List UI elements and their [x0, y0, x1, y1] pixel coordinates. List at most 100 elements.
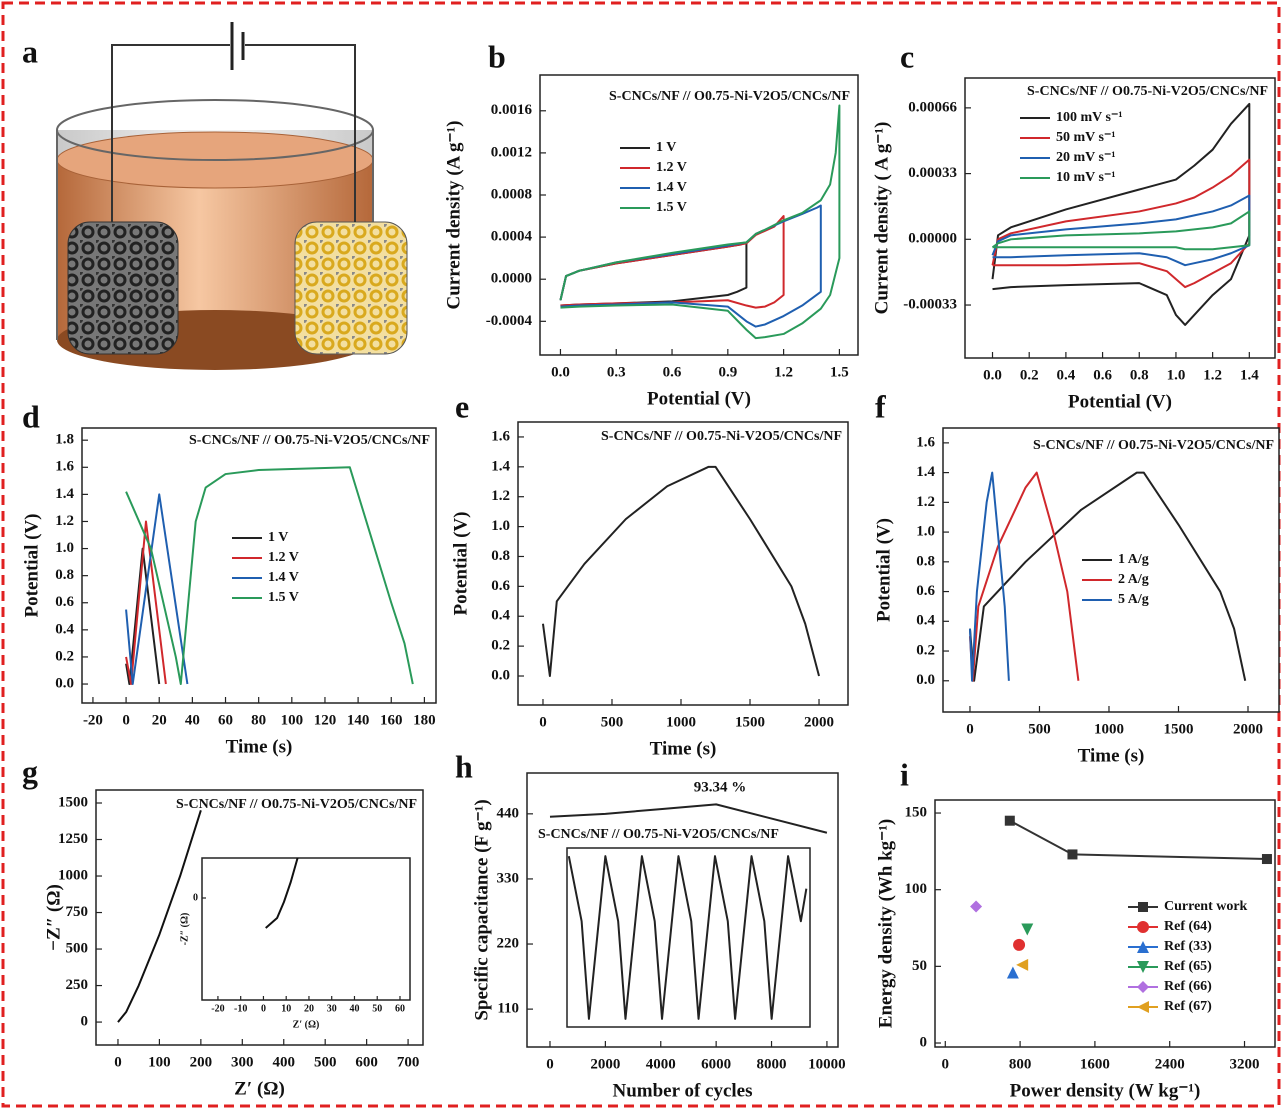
legend-marker	[1138, 902, 1148, 912]
schematic: a	[22, 22, 408, 370]
y-tick-label: 1.6	[491, 428, 510, 444]
x-tick-label: -10	[234, 1003, 247, 1014]
x-tick-label: 1.4	[1240, 367, 1259, 383]
x-tick-label: 60	[395, 1003, 405, 1014]
x-tick-label: 0	[114, 1054, 122, 1070]
y-axis-label: Potential (V)	[873, 518, 894, 622]
x-tick-label: 1500	[1163, 721, 1193, 737]
x-tick-label: 400	[272, 1054, 295, 1070]
y-axis-label: −Z″ (Ω)	[43, 884, 64, 951]
chart-title: S-CNCs/NF // O0.75-Ni-V2O5/CNCs/NF	[609, 89, 850, 104]
data-line	[265, 857, 299, 929]
y-tick-label: 110	[497, 1001, 519, 1017]
x-tick-label: 800	[1009, 1056, 1032, 1072]
data-point	[1006, 966, 1019, 979]
x-tick-label: 3200	[1230, 1056, 1260, 1072]
x-tick-label: 8000	[757, 1056, 787, 1072]
annotation: 93.34 %	[694, 779, 747, 795]
x-tick-label: 0.3	[607, 364, 626, 380]
data-line	[991, 210, 1251, 251]
wire	[111, 44, 230, 222]
y-tick-label: 0.6	[55, 594, 74, 610]
y-tick-label: 150	[905, 804, 928, 820]
legend-label: 1.2 V	[268, 550, 299, 565]
y-tick-label: 220	[497, 935, 520, 951]
y-tick-label: 0.0012	[491, 144, 532, 160]
y-tick-label: 1.0	[491, 518, 510, 534]
chart-title: S-CNCs/NF // O0.75-Ni-V2O5/CNCs/NF	[1033, 438, 1274, 453]
legend-label: 2 A/g	[1118, 572, 1149, 587]
x-tick-label: 160	[380, 712, 403, 728]
x-tick-label: 40	[185, 712, 200, 728]
x-tick-label: 0	[261, 1003, 266, 1014]
y-tick-label: 0.00000	[908, 231, 957, 247]
legend-label: 1 V	[268, 530, 288, 545]
y-tick-label: 0.0004	[491, 229, 533, 245]
electrode-left	[67, 221, 179, 355]
x-axis-label: Z′ (Ω)	[234, 1078, 285, 1099]
x-axis-label: Number of cycles	[612, 1080, 752, 1101]
y-tick-label: 330	[497, 870, 520, 886]
x-tick-label: 10	[281, 1003, 291, 1014]
x-tick-label: 140	[347, 712, 370, 728]
data-line	[567, 855, 808, 1020]
x-tick-label: 300	[231, 1054, 254, 1070]
legend-label: 100 mV s⁻¹	[1056, 110, 1123, 125]
y-tick-label: 0.6	[491, 578, 510, 594]
y-tick-label: 0.2	[916, 642, 935, 658]
legend-label: Ref (33)	[1164, 939, 1212, 954]
legend-label: 20 mV s⁻¹	[1056, 150, 1116, 165]
x-tick-label: 500	[1028, 721, 1051, 737]
legend-marker	[1137, 921, 1149, 933]
y-tick-label: 1.4	[55, 486, 74, 502]
x-tick-label: 40	[349, 1003, 359, 1014]
x-tick-label: 2000	[1233, 721, 1263, 737]
plot-frame	[942, 427, 1280, 713]
x-tick-label: 1.5	[830, 364, 849, 380]
data-point	[1013, 938, 1026, 951]
x-tick-label: 0.9	[718, 364, 737, 380]
legend-label: 1.2 V	[656, 160, 687, 175]
data-line	[117, 809, 202, 1023]
x-tick-label: 200	[190, 1054, 213, 1070]
y-tick-label: 0.0000	[491, 271, 532, 287]
y-axis-label: Current density ( A g⁻¹)	[871, 122, 892, 315]
legend-label: 10 mV s⁻¹	[1056, 170, 1116, 185]
panel-label: c	[900, 38, 914, 74]
y-axis-label: Potential (V)	[21, 514, 42, 618]
x-tick-label: 0.0	[983, 367, 1002, 383]
plot-frame	[934, 799, 1276, 1048]
x-tick-label: 100	[281, 712, 304, 728]
legend-marker	[1137, 941, 1149, 953]
y-tick-label: 0.0	[55, 675, 74, 691]
y-axis-label: -Z″ (Ω)	[179, 913, 190, 946]
x-tick-label: 1000	[1094, 721, 1124, 737]
y-tick-label: 1.2	[55, 513, 74, 529]
panel-label: h	[455, 748, 473, 784]
x-axis-label: Power density (W kg⁻¹)	[1010, 1080, 1201, 1101]
data-line	[559, 104, 841, 340]
x-axis-label: Potential (V)	[647, 388, 751, 409]
chart-title: S-CNCs/NF // O0.75-Ni-V2O5/CNCs/NF	[601, 429, 842, 444]
plot-frame	[964, 77, 1276, 359]
x-tick-label: 1.2	[774, 364, 793, 380]
x-tick-label: 0	[122, 712, 130, 728]
data-line	[968, 471, 1247, 682]
chart-title: S-CNCs/NF // O0.75-Ni-V2O5/CNCs/NF	[538, 827, 779, 842]
y-axis-label: Current density (A g⁻¹)	[443, 120, 464, 309]
wire	[245, 44, 356, 222]
y-axis-label: Energy density (Wh kg⁻¹)	[875, 819, 896, 1028]
x-tick-label: 50	[372, 1003, 382, 1014]
x-tick-label: 500	[314, 1054, 337, 1070]
x-axis-label: Time (s)	[650, 738, 717, 759]
x-tick-label: 120	[314, 712, 337, 728]
data-line	[559, 215, 785, 309]
x-tick-label: 0.6	[663, 364, 682, 380]
data-line	[541, 465, 820, 678]
legend-marker	[1137, 961, 1149, 973]
x-tick-label: 180	[413, 712, 436, 728]
y-tick-label: 0.4	[491, 608, 510, 624]
x-axis-label: Time (s)	[226, 736, 293, 757]
y-tick-label: 1.4	[491, 458, 510, 474]
